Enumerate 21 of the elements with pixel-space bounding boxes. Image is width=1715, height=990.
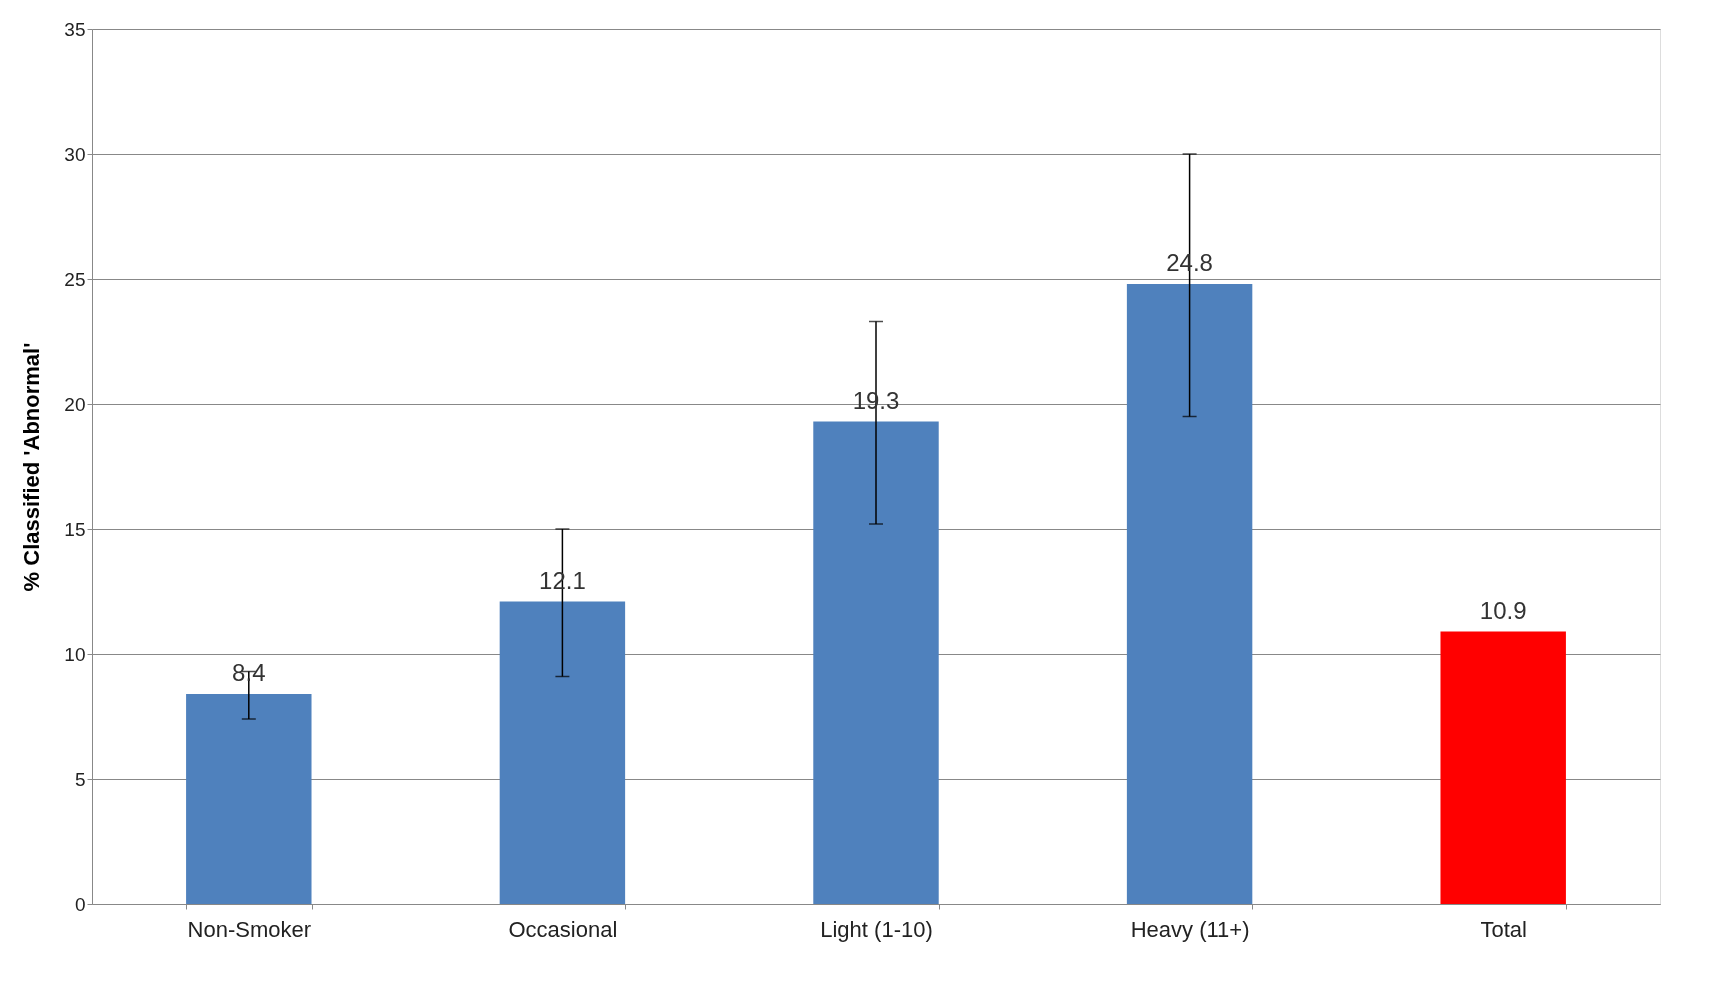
y-tick-label: 25 [64, 268, 86, 290]
x-tick-label: Occasional [508, 916, 618, 942]
y-tick-label: 20 [64, 393, 86, 415]
y-tick-label: 5 [74, 768, 86, 790]
y-tick-label: 35 [64, 18, 86, 40]
data-label: 8.4 [232, 659, 266, 686]
y-axis-title: % Classified 'Abnormal' [19, 342, 45, 592]
x-tick-label: Light (1-10) [820, 916, 933, 942]
data-label: 10.9 [1479, 596, 1527, 624]
bar [499, 601, 626, 904]
bar [813, 421, 939, 904]
y-tick-label: 15 [64, 518, 86, 540]
x-tick-label: Heavy (11+) [1130, 916, 1250, 942]
bar [186, 694, 312, 904]
y-tick-label: 10 [64, 643, 86, 665]
bar [1126, 284, 1253, 904]
y-tick-label: 0 [74, 893, 86, 915]
y-tick-label: 30 [64, 143, 86, 165]
x-tick-label: Non-Smoker [187, 916, 312, 942]
x-tick-label: Total [1480, 916, 1527, 942]
bar [1440, 631, 1566, 904]
